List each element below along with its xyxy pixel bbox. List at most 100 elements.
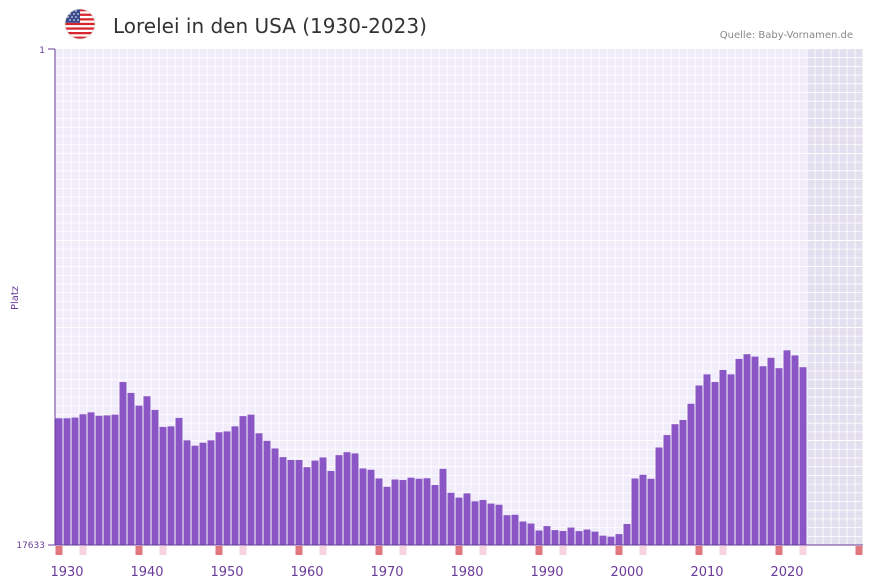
year-marker-1982 — [479, 546, 487, 555]
year-marker-1972 — [399, 546, 407, 555]
bar-1956 — [271, 448, 279, 545]
bar-2000 — [623, 523, 631, 545]
bar-1976 — [431, 484, 439, 545]
source-label: Quelle: Baby-Vornamen.de — [719, 30, 853, 41]
bar-1946 — [191, 445, 199, 545]
bar-2013 — [727, 374, 735, 545]
bar-1936 — [111, 414, 119, 545]
year-marker-2012 — [719, 546, 727, 555]
bar-1957 — [279, 457, 287, 545]
bar-1949 — [215, 432, 223, 545]
bar-1934 — [95, 415, 103, 545]
bar-1967 — [359, 468, 367, 545]
decade-marker-1979 — [455, 546, 463, 555]
bar-1994 — [575, 531, 583, 545]
chart-title: Lorelei in den USA (1930-2023) — [113, 14, 427, 38]
bar-1989 — [535, 530, 543, 545]
bar-1951 — [231, 426, 239, 545]
bar-2008 — [687, 403, 695, 545]
bar-2002 — [639, 474, 647, 545]
bar-1979 — [455, 497, 463, 545]
year-markers — [55, 546, 863, 555]
bar-2007 — [679, 419, 687, 545]
bar-1959 — [295, 459, 303, 545]
bar-2010 — [703, 374, 711, 545]
future-area — [807, 49, 863, 545]
bar-2009 — [695, 385, 703, 545]
bar-1935 — [103, 415, 111, 545]
bar-1968 — [367, 469, 375, 545]
x-tick-label: 1990 — [530, 565, 563, 580]
decade-marker-1929 — [55, 546, 63, 555]
bar-1932 — [79, 414, 87, 545]
year-marker-1952 — [239, 546, 247, 555]
x-tick-label: 1930 — [50, 565, 83, 580]
bar-1943 — [167, 426, 175, 545]
bar-1974 — [415, 478, 423, 545]
bar-1945 — [183, 440, 191, 545]
decade-marker-1959 — [295, 546, 303, 555]
us-flag-icon — [64, 8, 96, 40]
x-tick-label: 2020 — [770, 565, 803, 580]
bar-2001 — [631, 478, 639, 545]
bar-1972 — [399, 480, 407, 545]
x-tick-label: 1980 — [450, 565, 483, 580]
decade-marker-2029 — [855, 546, 863, 555]
decade-marker-1939 — [135, 546, 143, 555]
bar-1964 — [335, 455, 343, 545]
bar-1940 — [143, 396, 151, 545]
bar-1969 — [375, 478, 383, 545]
bar-2012 — [719, 370, 727, 545]
year-marker-2022 — [799, 546, 807, 555]
bar-1975 — [423, 478, 431, 545]
bar-1973 — [407, 477, 415, 545]
bar-1982 — [479, 499, 487, 545]
bar-1983 — [487, 503, 495, 545]
bar-1929 — [55, 418, 63, 545]
bar-1931 — [71, 417, 79, 545]
bar-2004 — [655, 447, 663, 545]
bar-1942 — [159, 426, 167, 545]
bar-1950 — [223, 431, 231, 545]
x-tick-label: 1940 — [130, 565, 163, 580]
bar-2003 — [647, 478, 655, 545]
bar-1961 — [311, 460, 319, 545]
year-marker-1942 — [159, 546, 167, 555]
bar-1990 — [543, 526, 551, 545]
bar-1984 — [495, 504, 503, 545]
bar-2005 — [663, 435, 671, 545]
bar-2021 — [791, 355, 799, 545]
y-axis-title: Platz — [10, 286, 21, 310]
y-tick-bottom: 17633 — [16, 541, 45, 551]
bar-1938 — [127, 392, 135, 545]
bar-1995 — [583, 529, 591, 545]
bar-1986 — [511, 514, 519, 545]
bar-1963 — [327, 470, 335, 545]
bar-1987 — [519, 521, 527, 545]
bar-1962 — [319, 457, 327, 545]
bar-1939 — [135, 405, 143, 545]
bar-1997 — [599, 535, 607, 545]
bar-1947 — [199, 442, 207, 545]
year-marker-1932 — [79, 546, 87, 555]
bar-1980 — [463, 493, 471, 545]
bar-1944 — [175, 417, 183, 545]
bar-1948 — [207, 440, 215, 545]
bars — [55, 350, 807, 545]
bar-1996 — [591, 531, 599, 545]
bar-1955 — [263, 440, 271, 545]
bar-1981 — [471, 501, 479, 545]
bar-2015 — [743, 354, 751, 545]
decade-marker-1999 — [615, 546, 623, 555]
bar-1998 — [607, 536, 615, 545]
decade-marker-1989 — [535, 546, 543, 555]
bar-1941 — [151, 409, 159, 545]
bar-2020 — [783, 350, 791, 545]
axis-labels: Platz 1 17633 1930 1940 1950 1960 1970 1980 19… — [10, 46, 804, 580]
bar-2014 — [735, 358, 743, 545]
bar-2022 — [799, 367, 807, 545]
x-tick-label: 1970 — [370, 565, 403, 580]
bar-1999 — [615, 534, 623, 545]
bar-2016 — [751, 356, 759, 545]
